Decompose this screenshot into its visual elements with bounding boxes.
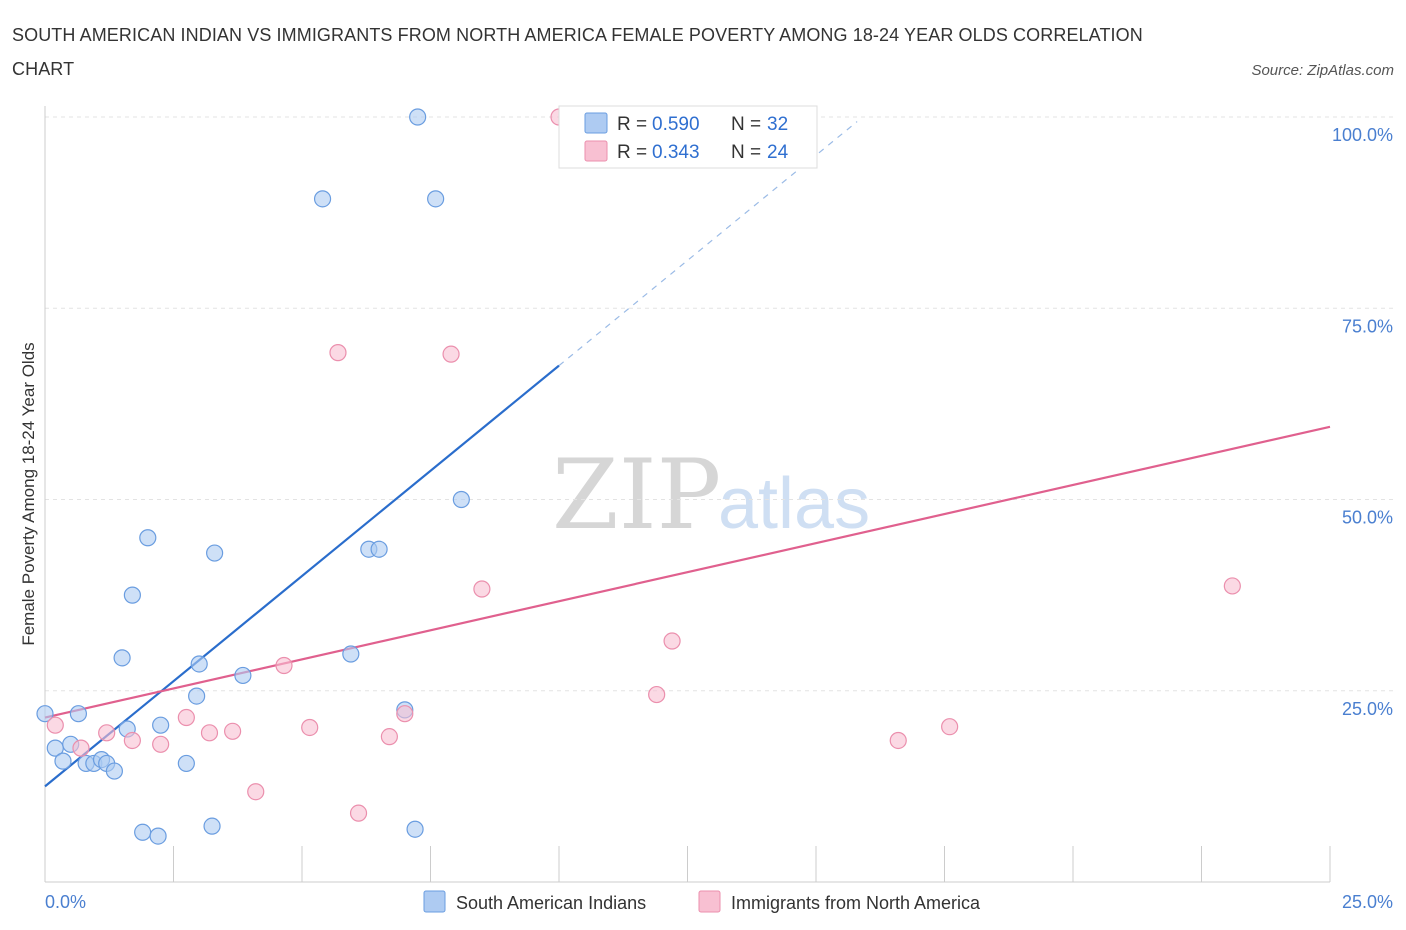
watermark-atlas: atlas <box>718 464 870 544</box>
data-point-blue <box>190 655 208 673</box>
data-point-blue <box>152 716 170 734</box>
trend-line-blue <box>44 364 560 788</box>
data-point-blue <box>188 687 206 705</box>
data-point-blue <box>234 666 252 685</box>
trend-line-pink <box>44 425 1331 719</box>
legend-n-value-pink: 24 <box>767 142 789 163</box>
data-point-pink <box>301 718 319 737</box>
data-point-pink <box>648 685 666 704</box>
data-point-pink <box>200 724 219 742</box>
legend-swatch-blue <box>584 112 608 134</box>
y-tick-label: 100.0% <box>1332 125 1393 145</box>
data-point-pink <box>396 705 414 723</box>
data-point-pink <box>889 731 907 750</box>
data-point-pink <box>663 632 681 650</box>
series-swatch-pink <box>698 890 721 913</box>
y-axis-title: Female Poverty Among 18-24 Year Olds <box>19 342 38 645</box>
trend-lines <box>44 121 1331 788</box>
data-point-blue <box>427 190 445 208</box>
data-point-blue <box>54 752 72 770</box>
legend-n-value-blue: 32 <box>767 114 788 135</box>
data-point-blue <box>139 529 157 547</box>
x-ticks <box>44 846 1331 882</box>
data-point-blue <box>105 762 123 780</box>
data-point-blue <box>113 649 131 667</box>
y-tick-label: 75.0% <box>1342 316 1393 336</box>
y-tick-label: 25.0% <box>1342 699 1393 719</box>
data-point-pink <box>247 783 265 801</box>
data-point-blue <box>206 544 224 562</box>
legend-swatch-pink <box>584 140 608 162</box>
data-point-pink <box>1223 577 1241 595</box>
legend-r-value-pink: 0.343 <box>652 142 700 163</box>
data-point-blue <box>406 820 424 838</box>
data-point-blue <box>123 586 141 604</box>
x-tick-label-max: 25.0% <box>1342 892 1393 912</box>
data-point-blue <box>69 705 88 723</box>
data-point-pink <box>152 735 170 753</box>
data-point-pink <box>442 345 460 363</box>
data-point-pink <box>349 804 368 822</box>
data-point-pink <box>98 724 116 742</box>
watermark-zip: ZIP <box>552 439 721 551</box>
series-label-pink: Immigrants from North America <box>731 893 981 913</box>
trend-line-blue-extension <box>558 121 858 367</box>
legend-r-label-blue: R = <box>617 114 647 135</box>
data-point-blue <box>409 108 427 126</box>
series-label-blue: South American Indians <box>456 893 646 913</box>
x-tick-label-min: 0.0% <box>45 892 86 912</box>
data-point-pink <box>123 731 141 750</box>
chart-title: SOUTH AMERICAN INDIAN VS IMMIGRANTS FROM… <box>12 25 1143 79</box>
data-point-blue <box>177 754 195 773</box>
y-tick-labels: 100.0% 75.0% 50.0% 25.0% <box>1332 125 1393 719</box>
gridlines <box>45 116 1393 692</box>
data-point-pink <box>224 722 242 740</box>
data-point-pink <box>941 718 959 736</box>
data-point-pink <box>72 739 90 757</box>
legend-n-label-pink: N = <box>731 142 761 163</box>
data-point-blue <box>342 645 360 663</box>
data-point-blue <box>134 823 152 841</box>
y-tick-label: 50.0% <box>1342 508 1393 528</box>
data-point-pink <box>177 708 195 727</box>
series-swatch-blue <box>423 890 446 913</box>
data-point-pink <box>46 716 64 734</box>
data-point-blue <box>149 827 167 845</box>
legend-r-label-pink: R = <box>617 142 647 163</box>
legend-n-label-blue: N = <box>731 114 761 135</box>
series-legend: South American Indians Immigrants from N… <box>423 890 981 913</box>
data-point-blue <box>313 190 332 208</box>
data-point-blue <box>36 705 54 723</box>
data-points <box>36 108 1241 845</box>
correlation-legend: R = 0.590 N = 32 R = 0.343 N = 24 <box>558 105 818 169</box>
chart-source: Source: ZipAtlas.com <box>1251 62 1394 79</box>
data-point-blue <box>203 817 221 835</box>
legend-r-value-blue: 0.590 <box>652 114 700 135</box>
data-point-blue <box>370 540 388 558</box>
data-point-pink <box>275 656 293 675</box>
data-point-pink <box>473 580 491 598</box>
data-point-pink <box>329 344 347 362</box>
data-point-pink <box>380 728 398 746</box>
data-point-blue <box>452 490 470 509</box>
